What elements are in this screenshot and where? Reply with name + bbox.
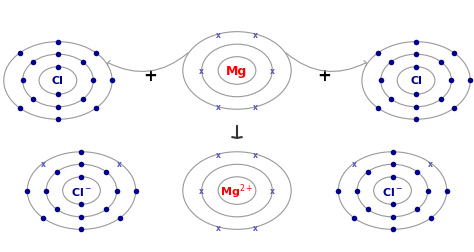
- Text: x: x: [352, 159, 356, 168]
- Point: [113, 189, 120, 193]
- Point: [54, 53, 62, 57]
- Point: [54, 118, 62, 122]
- Text: x: x: [270, 186, 275, 195]
- Point: [78, 227, 85, 231]
- Point: [389, 203, 396, 207]
- Point: [389, 163, 396, 167]
- Point: [374, 106, 382, 110]
- Point: [335, 189, 342, 193]
- Point: [29, 61, 37, 65]
- Point: [374, 52, 382, 56]
- Text: x: x: [216, 30, 221, 39]
- Text: x: x: [199, 67, 204, 76]
- Text: x: x: [216, 150, 221, 159]
- Point: [53, 170, 60, 174]
- Point: [412, 53, 420, 57]
- Point: [412, 105, 420, 109]
- Point: [54, 105, 62, 109]
- Point: [54, 41, 62, 45]
- Point: [389, 150, 396, 154]
- Point: [92, 52, 100, 56]
- Point: [387, 98, 395, 102]
- Text: Mg: Mg: [227, 65, 247, 78]
- Point: [427, 216, 435, 220]
- Point: [53, 207, 60, 211]
- Point: [78, 163, 85, 167]
- Point: [103, 207, 110, 211]
- Point: [412, 66, 420, 70]
- Text: Cl$^-$: Cl$^-$: [382, 185, 403, 197]
- Text: x: x: [199, 186, 204, 195]
- Point: [116, 216, 124, 220]
- Point: [354, 189, 361, 193]
- Point: [389, 227, 396, 231]
- Point: [377, 79, 384, 83]
- Point: [19, 79, 27, 83]
- Point: [78, 203, 85, 207]
- Point: [29, 98, 37, 102]
- Point: [54, 66, 62, 70]
- Point: [109, 79, 116, 83]
- Text: +: +: [317, 67, 331, 85]
- Text: x: x: [428, 159, 433, 168]
- Point: [443, 189, 450, 193]
- Point: [24, 189, 31, 193]
- Point: [451, 52, 458, 56]
- Point: [90, 79, 97, 83]
- Point: [16, 106, 23, 110]
- Point: [412, 118, 420, 122]
- Text: Cl$^-$: Cl$^-$: [71, 185, 92, 197]
- Point: [39, 216, 47, 220]
- Point: [414, 170, 421, 174]
- Point: [389, 215, 396, 219]
- Text: x: x: [253, 223, 258, 232]
- Point: [414, 207, 421, 211]
- Point: [78, 175, 85, 179]
- Text: Cl: Cl: [52, 76, 64, 86]
- Point: [437, 98, 445, 102]
- Text: Mg$^{2+}$: Mg$^{2+}$: [220, 181, 254, 200]
- Text: x: x: [41, 159, 46, 168]
- Point: [16, 52, 23, 56]
- Text: x: x: [216, 223, 221, 232]
- Point: [466, 79, 474, 83]
- Point: [387, 61, 395, 65]
- Point: [42, 189, 50, 193]
- Point: [412, 93, 420, 97]
- Text: Cl: Cl: [410, 76, 422, 86]
- Point: [412, 41, 420, 45]
- Point: [103, 170, 110, 174]
- Text: x: x: [253, 30, 258, 39]
- Point: [364, 170, 371, 174]
- Point: [364, 207, 371, 211]
- Point: [79, 61, 87, 65]
- Point: [132, 189, 139, 193]
- Point: [350, 216, 358, 220]
- Point: [54, 93, 62, 97]
- Text: x: x: [270, 67, 275, 76]
- Text: x: x: [118, 159, 122, 168]
- Point: [389, 175, 396, 179]
- Point: [78, 215, 85, 219]
- Text: x: x: [253, 150, 258, 159]
- Point: [437, 61, 445, 65]
- Point: [78, 150, 85, 154]
- Point: [79, 98, 87, 102]
- Point: [424, 189, 432, 193]
- Text: +: +: [143, 67, 157, 85]
- Text: x: x: [216, 103, 221, 112]
- Point: [447, 79, 455, 83]
- Text: x: x: [253, 103, 258, 112]
- Point: [451, 106, 458, 110]
- Point: [92, 106, 100, 110]
